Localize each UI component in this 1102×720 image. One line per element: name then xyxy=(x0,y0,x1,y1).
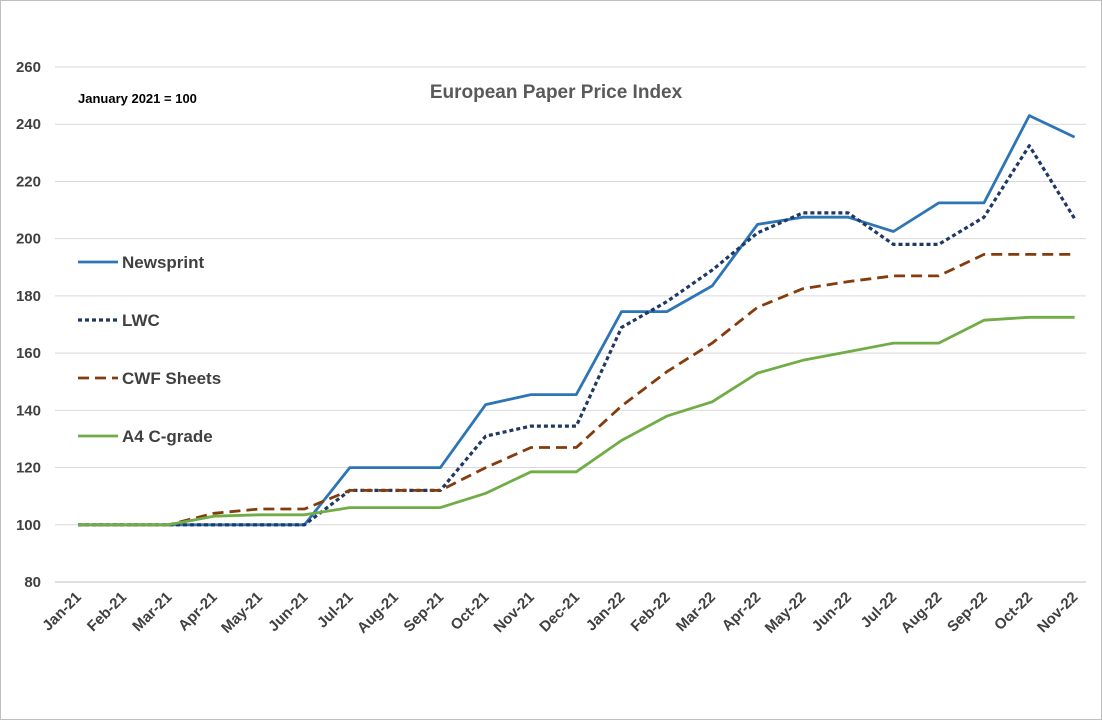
x-tick-label: Feb-21 xyxy=(84,589,130,635)
y-tick-label: 240 xyxy=(16,116,41,133)
x-tick-label: Sep-22 xyxy=(944,589,991,636)
x-tick-label: May-21 xyxy=(218,589,266,637)
x-tick-label: Aug-21 xyxy=(354,589,402,637)
x-tick-label: Nov-22 xyxy=(1034,589,1081,636)
x-tick-label: Dec-21 xyxy=(536,589,583,636)
x-tick-label: Aug-22 xyxy=(898,589,946,637)
legend-label: LWC xyxy=(122,311,160,330)
x-tick-label: Apr-22 xyxy=(719,589,765,635)
x-tick-label: Jun-21 xyxy=(265,589,311,635)
x-tick-label: Oct-21 xyxy=(447,589,492,634)
series-line xyxy=(78,252,1075,527)
y-tick-label: 140 xyxy=(16,402,41,419)
x-tick-label: Jul-21 xyxy=(314,589,357,632)
x-tick-label: Oct-22 xyxy=(991,589,1036,634)
x-tick-label: Apr-21 xyxy=(175,589,221,635)
series-line xyxy=(78,144,1076,527)
gridlines xyxy=(55,66,1086,526)
chart-title: European Paper Price Index xyxy=(430,82,683,103)
legend: Newsprint LWC CWF Sheets A4 C-grade xyxy=(78,253,221,446)
y-tick-label: 120 xyxy=(16,460,41,477)
y-tick-label: 260 xyxy=(16,59,41,76)
x-tick-label: Nov-21 xyxy=(490,589,537,636)
legend-label: A4 C-grade xyxy=(122,427,213,446)
y-tick-label: 200 xyxy=(16,231,41,248)
x-tick-label: Mar-21 xyxy=(129,589,175,635)
y-tick-label: 100 xyxy=(16,517,41,534)
x-tick-label: Sep-21 xyxy=(400,589,447,636)
chart-subtitle: January 2021 = 100 xyxy=(78,91,197,106)
y-tick-label: 180 xyxy=(16,288,41,305)
x-tick-label: Jul-22 xyxy=(858,589,901,632)
x-tick-label: Mar-22 xyxy=(673,589,719,635)
x-tick-label: Feb-22 xyxy=(628,589,674,635)
series-line xyxy=(78,315,1075,527)
y-axis-ticks: 80 100 120 140 160 180 200 220 240 260 xyxy=(16,59,41,591)
series-lines xyxy=(78,114,1076,527)
series-line xyxy=(78,114,1076,527)
y-tick-label: 80 xyxy=(24,574,41,591)
legend-label: CWF Sheets xyxy=(122,369,221,388)
x-tick-label: Jan-21 xyxy=(39,589,85,635)
x-tick-label: Jan-22 xyxy=(583,589,629,635)
x-tick-label: Jun-22 xyxy=(809,589,855,635)
legend-label: Newsprint xyxy=(122,253,205,272)
y-tick-label: 220 xyxy=(16,173,41,190)
x-tick-label: May-22 xyxy=(762,589,810,637)
y-tick-label: 160 xyxy=(16,345,41,362)
